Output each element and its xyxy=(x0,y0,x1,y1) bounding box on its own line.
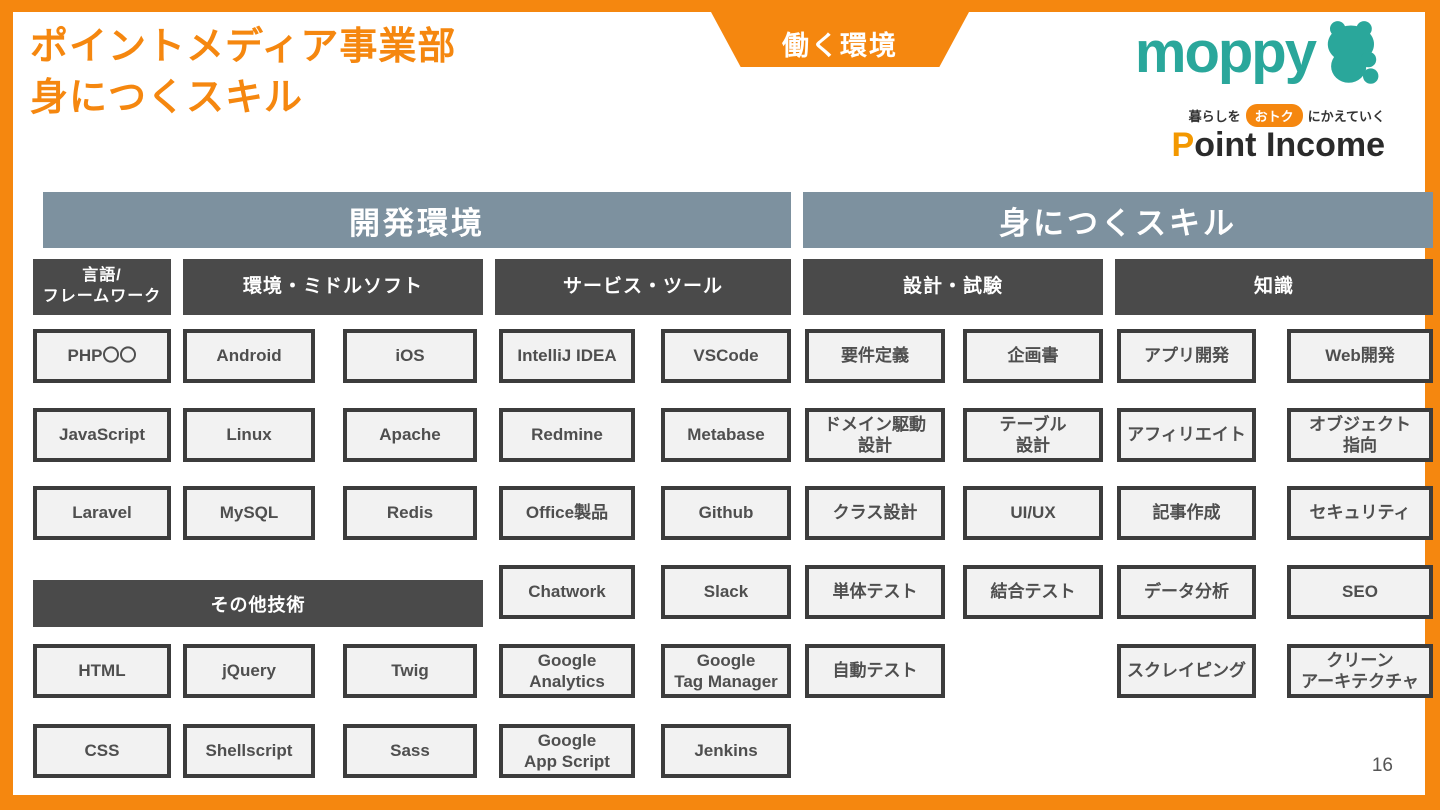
point-income-logo: 暮らしを おトク にかえていく Point Income xyxy=(1145,104,1385,164)
column-header-services-tools: サービス・ツール xyxy=(495,259,791,315)
skill-box: 自動テスト xyxy=(805,644,945,698)
skill-box: 単体テスト xyxy=(805,565,945,619)
skill-box: 結合テスト xyxy=(963,565,1103,619)
skill-box: アフィリエイト xyxy=(1117,408,1256,462)
slide-canvas: ポイントメディア事業部 身につくスキル 働く環境 moppy 暮らしを おトク xyxy=(13,12,1433,795)
point-income-tagline: 暮らしを おトク にかえていく xyxy=(1145,104,1385,127)
skill-box: Redmine xyxy=(499,408,635,462)
skill-box: UI/UX xyxy=(963,486,1103,540)
tagline-badge: おトク xyxy=(1245,104,1303,127)
tagline-right: にかえていく xyxy=(1307,109,1385,124)
skill-box: Github xyxy=(661,486,791,540)
column-header-other-tech: その他技術 xyxy=(33,580,483,627)
skill-box: オブジェクト 指向 xyxy=(1287,408,1433,462)
point-income-initial: P xyxy=(1171,126,1195,164)
column-header-env-middleware: 環境・ミドルソフト xyxy=(183,259,483,315)
skill-box: Slack xyxy=(661,565,791,619)
section-header-dev-env: 開発環境 xyxy=(43,192,791,248)
skill-box: 記事作成 xyxy=(1117,486,1256,540)
skill-box: Office製品 xyxy=(499,486,635,540)
point-income-wordmark: Point Income xyxy=(1145,126,1385,164)
column-header-design-testing: 設計・試験 xyxy=(803,259,1103,315)
skill-box: 企画書 xyxy=(963,329,1103,383)
skill-box: ドメイン駆動 設計 xyxy=(805,408,945,462)
skill-box: jQuery xyxy=(183,644,315,698)
skill-box: IntelliJ IDEA xyxy=(499,329,635,383)
skill-box: PHP〇〇 xyxy=(33,329,171,383)
skill-box: テーブル 設計 xyxy=(963,408,1103,462)
moppy-logo: moppy xyxy=(1135,20,1385,86)
skill-box: Laravel xyxy=(33,486,171,540)
skill-box: Sass xyxy=(343,724,477,778)
moppy-logo-text: moppy xyxy=(1134,20,1317,85)
skill-box: SEO xyxy=(1287,565,1433,619)
hamster-mascot-icon xyxy=(1327,21,1379,84)
skill-box: Apache xyxy=(343,408,477,462)
skill-box: HTML xyxy=(33,644,171,698)
skill-box: JavaScript xyxy=(33,408,171,462)
skill-box: スクレイピング xyxy=(1117,644,1256,698)
skill-box: Android xyxy=(183,329,315,383)
skill-box: Google App Script xyxy=(499,724,635,778)
skill-box: Redis xyxy=(343,486,477,540)
column-header-language-framework: 言語/ フレームワーク xyxy=(33,259,171,315)
chapter-ribbon-label: 働く環境 xyxy=(782,31,898,61)
skill-box: 要件定義 xyxy=(805,329,945,383)
skill-box: セキュリティ xyxy=(1287,486,1433,540)
column-header-knowledge: 知識 xyxy=(1115,259,1433,315)
chapter-ribbon: 働く環境 xyxy=(711,12,969,67)
skill-box: クラス設計 xyxy=(805,486,945,540)
section-header-skills: 身につくスキル xyxy=(803,192,1433,248)
skill-box: iOS xyxy=(343,329,477,383)
skill-box: アプリ開発 xyxy=(1117,329,1256,383)
skill-box: クリーン アーキテクチャ xyxy=(1287,644,1433,698)
page-title: ポイントメディア事業部 身につくスキル xyxy=(30,26,457,120)
skill-box: Jenkins xyxy=(661,724,791,778)
point-income-rest: oint Income xyxy=(1194,126,1385,164)
skill-box: Metabase xyxy=(661,408,791,462)
skill-box: Web開発 xyxy=(1287,329,1433,383)
skill-box: MySQL xyxy=(183,486,315,540)
tagline-left: 暮らしを xyxy=(1188,109,1241,124)
skill-box: Google Analytics xyxy=(499,644,635,698)
skill-box: Chatwork xyxy=(499,565,635,619)
skill-box: Shellscript xyxy=(183,724,315,778)
skill-box: Google Tag Manager xyxy=(661,644,791,698)
skill-box: データ分析 xyxy=(1117,565,1256,619)
skill-box: Twig xyxy=(343,644,477,698)
page-number: 16 xyxy=(1371,755,1393,776)
skill-box: VSCode xyxy=(661,329,791,383)
skill-box: CSS xyxy=(33,724,171,778)
skill-box: Linux xyxy=(183,408,315,462)
